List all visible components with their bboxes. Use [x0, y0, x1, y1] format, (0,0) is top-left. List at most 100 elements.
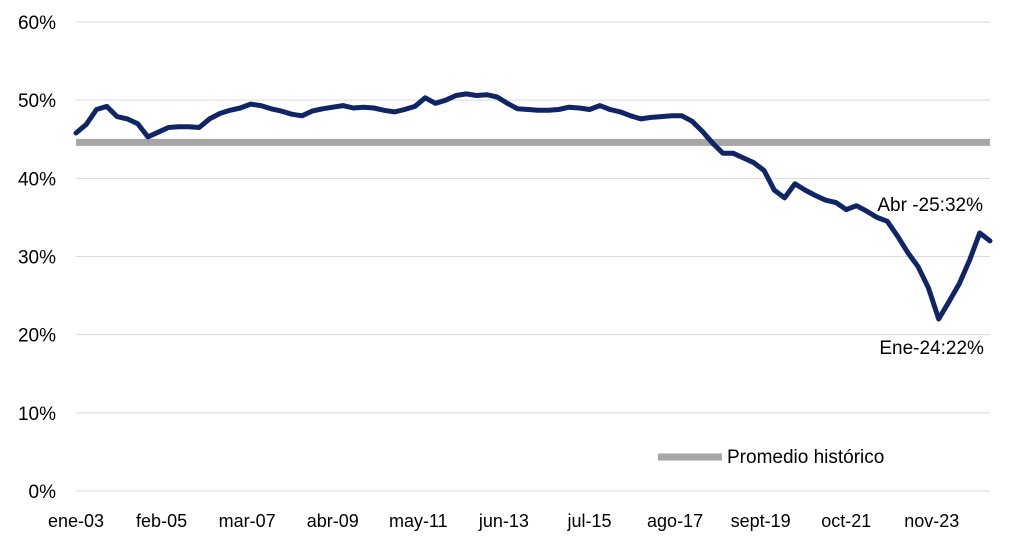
series-point	[515, 106, 520, 112]
series-point	[279, 108, 284, 114]
series-point	[494, 94, 500, 100]
series-point	[556, 107, 561, 112]
series-point	[833, 200, 839, 205]
series-point	[330, 105, 335, 110]
series-point	[94, 107, 99, 112]
series-point	[628, 113, 633, 119]
series-point	[761, 168, 767, 173]
series-point	[915, 264, 921, 269]
series-point	[525, 107, 531, 112]
series-point	[371, 105, 376, 111]
series-point	[423, 95, 428, 101]
y-tick-label: 60%	[18, 13, 56, 34]
series-point	[977, 230, 982, 236]
legend-label-average: Promedio histórico	[727, 447, 884, 468]
series-point	[936, 316, 941, 322]
series-point	[731, 151, 736, 156]
series-point	[607, 107, 613, 112]
series-point	[453, 93, 459, 98]
annotation-last-value: Abr -25:32%	[877, 195, 983, 216]
series-point	[566, 105, 572, 110]
series-point	[125, 116, 130, 122]
series-point	[751, 160, 756, 165]
y-tick-label: 40%	[18, 169, 56, 190]
series-point	[464, 91, 469, 97]
x-tick-label: ago-17	[647, 511, 703, 531]
y-tick-label: 0%	[29, 482, 57, 503]
y-tick-label: 10%	[18, 404, 56, 425]
series-point	[176, 124, 181, 129]
y-tick-label: 30%	[18, 248, 56, 269]
series-point	[577, 105, 582, 111]
y-tick-label: 50%	[18, 91, 56, 112]
series-point	[289, 112, 294, 117]
annotation-min-value: Ene-24:22%	[879, 338, 984, 359]
series-point	[381, 108, 387, 113]
series-point	[710, 141, 715, 146]
series-point	[679, 113, 685, 119]
x-tick-label: jul-15	[566, 511, 611, 531]
series-point	[659, 114, 664, 119]
series-point	[156, 130, 161, 135]
series-point	[135, 121, 140, 126]
series-point	[720, 151, 726, 156]
x-tick-label: nov-23	[904, 511, 959, 531]
series-point	[690, 119, 695, 124]
x-tick-label: mar-07	[219, 511, 276, 531]
series-point	[166, 125, 171, 130]
series-point	[597, 103, 602, 108]
series-point	[73, 130, 79, 136]
series-point	[967, 258, 972, 263]
series-point	[844, 207, 849, 212]
series-point	[258, 103, 264, 108]
series-point	[813, 193, 818, 198]
series-point	[700, 129, 705, 134]
series-point	[392, 109, 397, 115]
series-point	[874, 215, 880, 220]
series-point	[648, 115, 654, 120]
x-tick-label: feb-05	[136, 511, 187, 531]
series-point	[895, 234, 900, 239]
series-point	[310, 108, 315, 114]
x-tick-label: oct-21	[821, 511, 871, 531]
series-point	[987, 238, 993, 244]
series-group	[73, 91, 993, 322]
series-point	[145, 134, 151, 140]
series-point	[638, 116, 643, 122]
series-point	[433, 101, 438, 106]
series-point	[268, 106, 274, 112]
series-point	[104, 104, 110, 109]
series-point	[864, 209, 869, 214]
series-point	[823, 198, 828, 203]
x-tick-label: may-11	[389, 511, 448, 531]
series-point	[186, 124, 192, 129]
series-point	[505, 101, 510, 106]
series-point	[238, 105, 243, 111]
series-point	[114, 114, 120, 119]
series-point	[802, 187, 808, 193]
series-point	[484, 92, 489, 97]
series-point	[84, 122, 89, 127]
x-tick-label: abr-09	[307, 511, 359, 531]
series-point	[351, 105, 356, 111]
series-point	[227, 108, 233, 113]
series-point	[885, 219, 890, 224]
series-point	[299, 113, 305, 119]
gridlines	[76, 21, 990, 492]
series-point	[248, 101, 253, 107]
series-point	[587, 107, 592, 112]
legend: Promedio histórico	[658, 447, 884, 468]
series-point	[905, 250, 910, 255]
series-point	[957, 281, 962, 287]
y-tick-label: 20%	[18, 326, 56, 347]
series-point	[782, 195, 787, 201]
series-point	[320, 106, 325, 112]
series-point	[535, 108, 541, 113]
series-point	[926, 285, 931, 290]
x-tick-label: jun-13	[478, 511, 529, 531]
series-point	[443, 98, 448, 103]
series-point	[340, 103, 346, 108]
series-point	[402, 107, 407, 112]
